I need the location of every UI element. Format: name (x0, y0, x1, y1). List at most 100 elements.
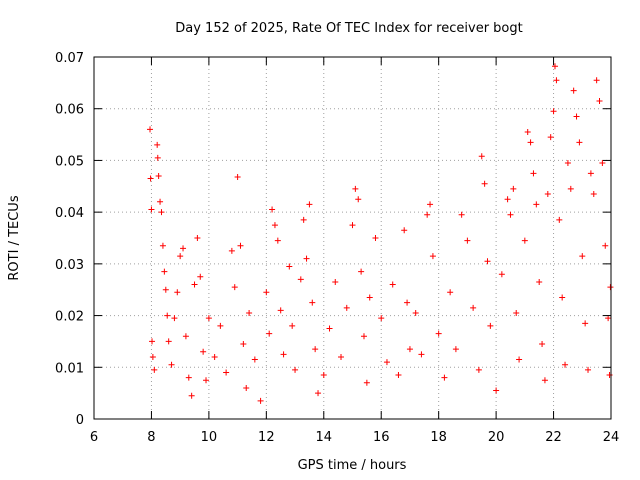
data-point (326, 325, 333, 332)
data-point (607, 284, 614, 291)
data-point (177, 253, 184, 260)
data-point (579, 253, 586, 260)
data-point (194, 235, 201, 241)
data-point (223, 369, 230, 376)
data-point (277, 307, 284, 314)
data-point (530, 170, 537, 177)
data-point (228, 247, 235, 254)
x-axis-ticks: 6 8 10 12 14 16 18 20 22 24 (90, 57, 619, 445)
data-point (203, 377, 210, 384)
data-point (200, 348, 207, 355)
data-point (573, 113, 580, 120)
data-point (567, 185, 574, 192)
data-point (147, 126, 154, 133)
data-point (217, 322, 224, 329)
data-point (280, 351, 287, 358)
data-point (286, 263, 293, 270)
data-point (157, 198, 164, 205)
data-point (510, 185, 517, 192)
data-point (605, 315, 612, 322)
y-tick-label: 0.05 (55, 154, 84, 169)
data-point (441, 374, 448, 381)
data-point (590, 191, 597, 198)
data-point (205, 315, 212, 322)
data-point (559, 294, 566, 301)
data-point (418, 351, 425, 358)
data-point (470, 304, 477, 311)
data-point (404, 299, 411, 306)
data-point (182, 333, 189, 340)
data-point (602, 242, 609, 249)
y-tick-label: 0.02 (55, 310, 84, 325)
data-point (493, 387, 500, 394)
data-point (289, 322, 296, 329)
data-point (197, 273, 204, 280)
data-point (516, 356, 523, 363)
data-point (297, 276, 304, 283)
data-point (521, 237, 528, 244)
data-point (349, 222, 356, 229)
data-point (309, 299, 316, 306)
data-point (154, 154, 161, 161)
data-point (360, 333, 367, 340)
data-point (306, 201, 313, 208)
data-point (498, 271, 505, 278)
data-point (406, 346, 413, 353)
x-tick-label: 18 (430, 430, 447, 445)
data-point (147, 175, 154, 182)
data-point (315, 390, 322, 397)
data-point (447, 289, 454, 296)
data-point (401, 227, 408, 234)
data-point (320, 372, 327, 379)
data-point (332, 278, 339, 285)
data-point (257, 397, 264, 404)
x-tick-label: 24 (603, 430, 620, 445)
data-point (159, 242, 166, 249)
x-tick-label: 8 (147, 430, 155, 445)
data-point (582, 320, 589, 327)
data-points (147, 63, 614, 404)
data-point (487, 322, 494, 329)
data-point (547, 134, 554, 141)
x-axis-label: GPS time / hours (298, 458, 407, 473)
data-point (185, 374, 192, 381)
data-point (435, 330, 442, 337)
data-point (507, 211, 514, 218)
data-point (556, 216, 563, 223)
x-tick-label: 16 (373, 430, 390, 445)
data-point (338, 353, 345, 360)
data-point (234, 173, 241, 180)
data-point (464, 237, 471, 244)
data-point (164, 312, 171, 319)
data-point (551, 63, 558, 70)
x-tick-label: 20 (488, 430, 505, 445)
data-point (300, 216, 307, 223)
data-point (429, 253, 436, 260)
y-tick-label: 0.01 (55, 361, 84, 376)
data-point (180, 245, 187, 252)
data-point (395, 372, 402, 379)
data-point (587, 170, 594, 177)
data-point (148, 206, 155, 213)
data-point (593, 77, 600, 84)
data-point (168, 361, 175, 368)
data-point (596, 97, 603, 104)
data-point (149, 353, 156, 360)
data-point (562, 361, 569, 368)
data-point (149, 338, 156, 345)
data-point (271, 222, 278, 229)
data-point (427, 201, 434, 208)
data-point (366, 294, 373, 301)
data-point (355, 196, 362, 203)
data-point (171, 315, 178, 322)
y-axis-label: ROTI / TECUs (7, 195, 22, 280)
data-point (155, 172, 162, 179)
data-point (504, 196, 511, 203)
data-point (243, 384, 250, 391)
grid-lines (94, 57, 611, 419)
y-tick-label: 0 (76, 413, 84, 428)
y-tick-label: 0.04 (55, 206, 84, 221)
data-point (158, 209, 165, 216)
data-point (174, 289, 181, 296)
data-point (544, 191, 551, 198)
